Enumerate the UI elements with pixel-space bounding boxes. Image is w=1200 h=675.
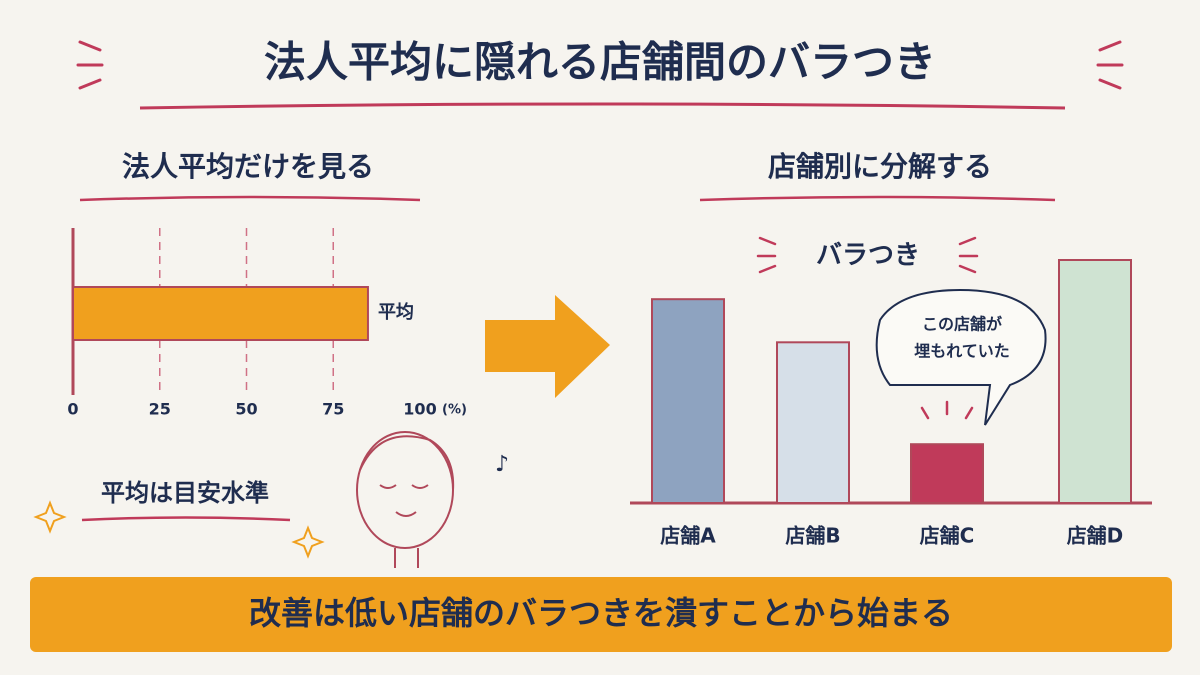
x-tick-label: 50 [235,400,257,419]
callout-line: この店舗が [922,315,1002,334]
bar [72,286,369,341]
x-tick-label: 100 [403,400,436,419]
x-axis-unit: (%) [442,403,467,418]
left-subtitle: 法人平均だけを見る [122,150,374,183]
x-tick-label: 店舗B [785,524,840,548]
bar [651,298,725,504]
note: 平均は目安水準 [101,479,269,507]
title-sparks [76,40,1124,90]
x-tick-label: 25 [149,400,171,419]
annotation-sparks [756,236,979,274]
title-underline [139,102,1066,110]
bar-label: 平均 [378,301,414,323]
low-bar-sparks [920,400,974,420]
note-underline [81,516,291,522]
footer: 改善は低い店舗のバラつきを潰すことから始まる [249,594,953,632]
footer-banner [30,577,1172,652]
callout-bubble [875,288,1047,426]
bar [776,341,850,504]
music-note: ♪ [495,452,509,477]
left-underline [79,195,421,202]
title: 法人平均に隠れる店舗間のバラつき [264,38,936,87]
face-illustration [356,431,455,568]
annotation: バラつき [816,241,920,271]
x-tick-label: 店舗D [1067,524,1124,548]
arrow [485,295,610,398]
bar [910,443,984,505]
right-underline [699,195,1056,202]
bar [1058,259,1132,504]
callout-line: 埋もれていた [914,342,1010,361]
right-subtitle: 店舗別に分解する [768,150,992,183]
x-tick-label: 75 [322,400,344,419]
sparkle [33,500,325,559]
x-tick-label: 店舗A [660,524,716,548]
x-tick-label: 店舗C [920,524,975,548]
x-tick-label: 0 [67,400,78,419]
